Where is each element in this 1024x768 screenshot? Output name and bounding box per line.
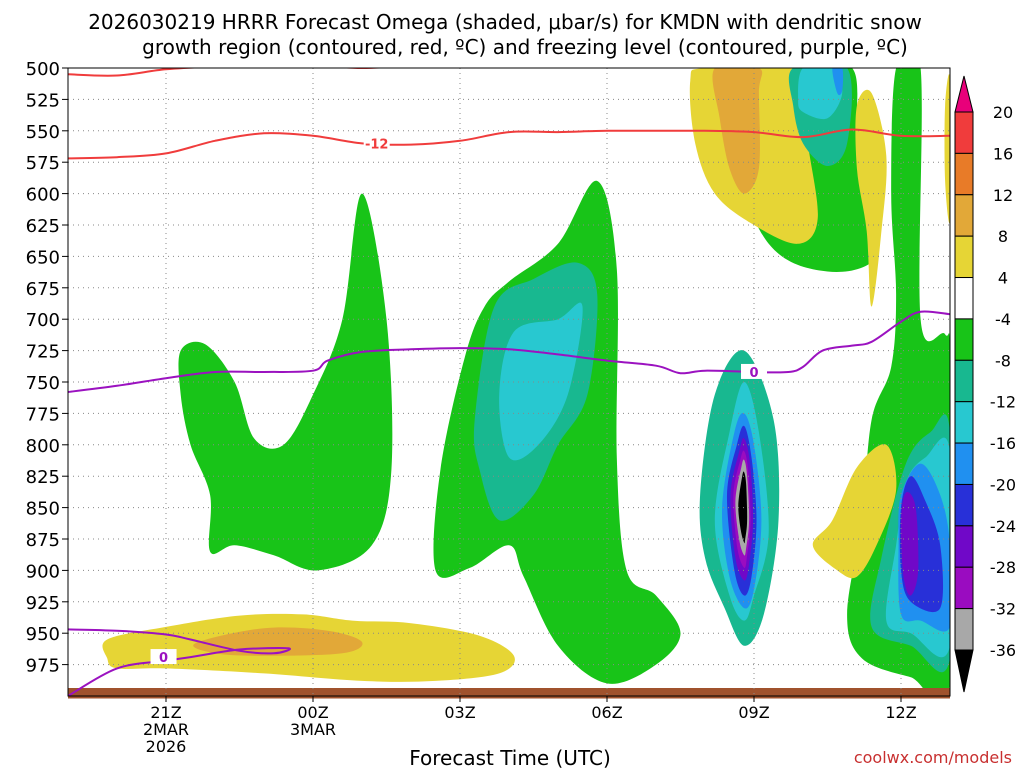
y-tick-label-625: 625 [26,216,60,237]
x-tick-label-21Z-0: 21Z [150,703,181,722]
y-tick-label-675: 675 [26,279,60,300]
contours: -12 0 0 [68,68,950,696]
colorbar-band-12 [954,608,974,651]
colorbar-label--20: -20 [990,475,1016,494]
contour-label-freezing-lower: 0 [159,651,168,666]
colorbar-band-4 [954,277,974,320]
colorbar-label--16: -16 [990,434,1016,453]
contour-label-freezing-lower-bg [150,649,177,665]
colorbar-label--24: -24 [990,517,1016,536]
colorbar-band-1 [954,152,974,196]
contour-label-dgz: -12 [365,137,389,152]
omega-region-pos4-7 [812,444,897,579]
y-axis: 500 525 550 575 600 625 650 675 700 725 750 775 800 8… [26,59,68,677]
omega-region-pos4-8 [944,74,950,223]
y-tick-label-925: 925 [26,593,60,614]
colorbar-label-8: 8 [998,227,1008,246]
omega-shading [102,68,950,696]
y-tick-label-900: 900 [26,561,60,582]
y-tick-label-600: 600 [26,185,60,206]
y-tick-label-800: 800 [26,436,60,457]
omega-region-pos4-6 [855,89,887,307]
colorbar-label--36: -36 [990,641,1016,660]
omega-region-pos8-10 [193,627,363,656]
colorbar-label--12: -12 [990,393,1016,412]
x-tick-label-06Z-0: 06Z [591,703,622,722]
colorbar-band-9 [954,483,974,527]
colorbar-band-8 [954,442,974,485]
colorbar-label--28: -28 [990,558,1016,577]
colorbar-band-2 [954,194,974,237]
colorbar-label--8: -8 [995,351,1011,370]
y-tick-label-875: 875 [26,530,60,551]
omega-region-neg16-19 [832,68,844,96]
omega-region-neg36-28 [738,471,748,544]
y-tick-label-975: 975 [26,656,60,677]
y-tick-label-500: 500 [26,59,60,80]
colorbar-band-11 [954,566,974,610]
y-tick-label-650: 650 [26,247,60,268]
y-tick-label-525: 525 [26,90,60,111]
colorbar-label--4: -4 [995,310,1011,329]
x-tick-label-12Z-0: 12Z [885,703,916,722]
x-tick-label-00Z-1: 3MAR [290,720,336,739]
terrain-base [68,688,950,696]
colorbar-label-20: 20 [993,103,1013,122]
colorbar-band-6 [954,359,974,403]
colorbar-band-3 [954,235,974,279]
contour-label-freezing-upper: 0 [749,366,758,381]
colorbar-arrow-top [954,75,974,113]
chart-title-line-1: 2026030219 HRRR Forecast Omega (shaded, … [88,10,922,34]
colorbar: 20 16 12 8 4 -4 -8 -12 -16 -20 -24 -28 -32 -36 [954,75,1016,693]
colorbar-band-10 [954,525,974,568]
x-tick-label-03Z-0: 03Z [444,703,475,722]
contour-label-freezing-upper-bg [741,363,767,379]
x-tick-label-21Z-1: 2MAR [143,720,189,739]
contour-dgz-bottom [68,128,950,160]
omega-region-neg24-25 [900,491,919,596]
x-tick-label-09Z-0: 09Z [738,703,769,722]
y-tick-label-950: 950 [26,624,60,645]
watermark: coolwx.com/models [854,748,1012,767]
plot-area: -12 0 0 [67,67,951,699]
y-tick-label-750: 750 [26,373,60,394]
colorbar-band-5 [954,318,974,361]
colorbar-band-0 [954,111,974,154]
colorbar-label-16: 16 [993,144,1013,163]
x-tick-label-00Z-0: 00Z [297,703,328,722]
colorbar-arrow-bottom [954,649,974,693]
x-tick-label-21Z-2: 2026 [146,737,187,756]
colorbar-band-7 [954,401,974,444]
contour-freezing-level-upper [68,310,950,393]
y-tick-label-850: 850 [26,499,60,520]
colorbar-label-4: 4 [998,269,1008,288]
contour-dgz-top [68,68,390,77]
contour-label-dgz-bg [363,135,390,151]
x-axis-label: Forecast Time (UTC) [409,746,611,768]
y-tick-label-775: 775 [26,404,60,425]
colorbar-label-12: 12 [993,186,1013,205]
y-tick-label-575: 575 [26,153,60,174]
y-tick-label-725: 725 [26,342,60,363]
y-tick-label-550: 550 [26,122,60,143]
terrain [68,688,950,699]
y-tick-label-700: 700 [26,310,60,331]
omega-region-neg12-15 [499,302,583,461]
chart-title-line-2: growth region (contoured, red, ºC) and f… [142,35,908,59]
y-tick-label-825: 825 [26,467,60,488]
colorbar-label--32: -32 [990,600,1016,619]
omega-region-neg12-16 [798,68,843,120]
